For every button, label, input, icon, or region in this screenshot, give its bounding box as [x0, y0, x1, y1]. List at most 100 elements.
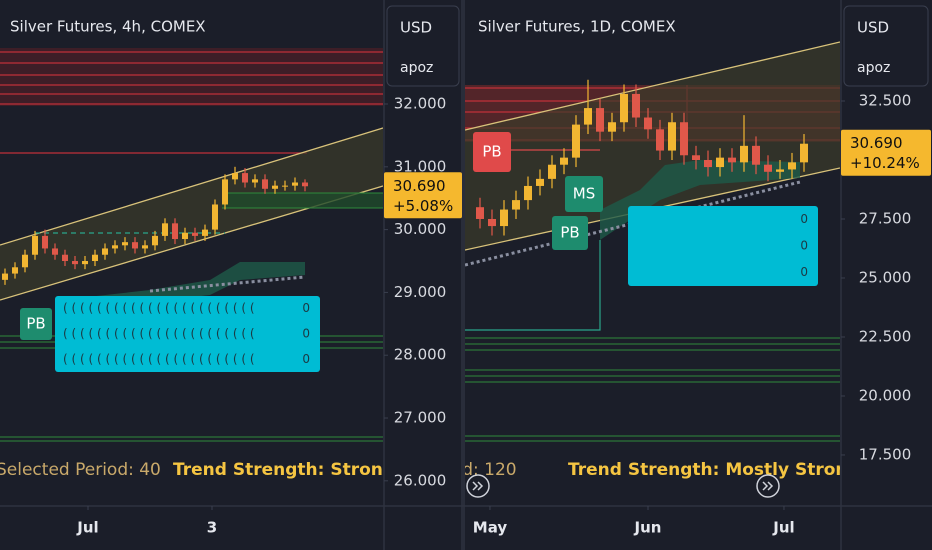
table-cell: ( ( ( ( ( ( ( ( ( ( ( ( ( ( ( ( ( ( ( ( … [63, 301, 255, 315]
table-cell: 0 [302, 352, 310, 366]
y-tick-label: 31.000 [394, 157, 447, 175]
y-tick-label: 17.500 [859, 445, 912, 463]
candle-body [752, 145, 760, 165]
currency: USD [857, 19, 889, 37]
candle-body [122, 242, 128, 246]
candle-body [620, 93, 628, 123]
candle-body [82, 261, 88, 265]
candle-body [202, 229, 208, 236]
account: apoz [857, 60, 890, 76]
candle-body [716, 157, 724, 168]
candle-body [668, 122, 676, 151]
candle-body [524, 185, 532, 201]
candle-body [282, 185, 288, 187]
candle-body [192, 232, 198, 236]
x-tick-label: Jul [76, 519, 98, 537]
candle-body [536, 178, 544, 186]
signal-text: PB [560, 224, 579, 242]
signal-text: PB [482, 143, 501, 161]
y-tick-label: 32.000 [394, 95, 447, 113]
info-table [628, 206, 818, 286]
table-cell: ( ( ( ( ( ( ( ( ( ( ( ( ( ( ( ( ( ( ( ( … [63, 352, 255, 366]
candle-body [242, 173, 248, 183]
candle-body [152, 235, 158, 246]
signal-text: PB [26, 315, 45, 333]
candle-body [92, 254, 98, 262]
candle-body [72, 261, 78, 265]
candle-body [222, 179, 228, 205]
candle-body [800, 143, 808, 163]
signal-label [473, 132, 511, 172]
y-tick-label: 32.500 [859, 92, 912, 110]
x-tick-label: May [473, 519, 508, 537]
candle-body [632, 93, 640, 118]
candle-body [644, 117, 652, 130]
candle-body [572, 124, 580, 158]
candle-body [692, 155, 700, 160]
signal-label [565, 176, 603, 212]
candle-body [728, 157, 736, 163]
candle-body [22, 254, 28, 268]
account: apoz [400, 60, 433, 76]
currency: USD [400, 19, 432, 37]
y-tick-label: 20.000 [859, 386, 912, 404]
candle-body [764, 164, 772, 172]
currency-box [843, 5, 929, 87]
candle-body [12, 267, 18, 274]
y-tick-label: 30.000 [394, 220, 447, 238]
candle-body [142, 245, 148, 249]
candle-body [476, 207, 484, 219]
table-cell: 0 [302, 327, 310, 341]
candle-body [262, 179, 268, 189]
price-label: 30.690 [393, 177, 446, 195]
trend-label: Trend Strength: Mostly Strong [568, 460, 860, 480]
y-tick-label: 27.000 [394, 409, 447, 427]
x-tick-label: Jul [772, 519, 794, 537]
candle-body [656, 129, 664, 151]
table-cell: 0 [800, 239, 808, 253]
candle-body [608, 122, 616, 132]
candle-body [292, 182, 298, 186]
candle-body [2, 273, 8, 280]
plot: PB ( ( ( ( ( ( ( ( ( ( ( ( ( ( ( ( ( ( ( … [0, 166, 395, 480]
y-tick-label: 28.000 [394, 346, 447, 364]
candle-body [560, 157, 568, 165]
candle-body [680, 122, 688, 156]
icon-glyph [472, 481, 484, 491]
candle-body [182, 232, 188, 240]
y-tick-label: 29.000 [394, 283, 447, 301]
x-tick-label: 3 [207, 519, 217, 537]
candle-body [302, 182, 308, 187]
candle-body [488, 218, 496, 227]
candle-body [740, 145, 748, 163]
candle-body [32, 235, 38, 255]
currency-box [386, 5, 460, 87]
icon-glyph [762, 481, 774, 491]
candle-body [112, 245, 118, 249]
price-box [384, 172, 462, 219]
candle-body [596, 108, 604, 132]
candle-body [232, 173, 238, 180]
period-label: Selected Period: 40 [0, 460, 161, 480]
candle-body [52, 248, 58, 255]
x-tick-label: Jun [634, 519, 662, 537]
y-tick-label: 22.500 [859, 327, 912, 345]
candle-body [132, 242, 138, 249]
candle-body [272, 185, 278, 189]
candle-body [776, 169, 784, 172]
y-tick-label: 25.000 [859, 268, 912, 286]
table-cell: 0 [302, 301, 310, 315]
signal-label [20, 308, 52, 340]
signal-text: MS [573, 185, 595, 203]
y-tick-label: 27.500 [859, 209, 912, 227]
change-label: +5.08% [393, 197, 453, 215]
candle-body [500, 209, 508, 227]
trend-label: Trend Strength: Strong [173, 460, 395, 480]
chart-title: Silver Futures, 1D, COMEX [478, 18, 676, 36]
chart-layer: PB ( ( ( ( ( ( ( ( ( ( ( ( ( ( ( ( ( ( ( … [0, 18, 931, 537]
candle-body [252, 179, 258, 183]
candle-body [102, 248, 108, 255]
